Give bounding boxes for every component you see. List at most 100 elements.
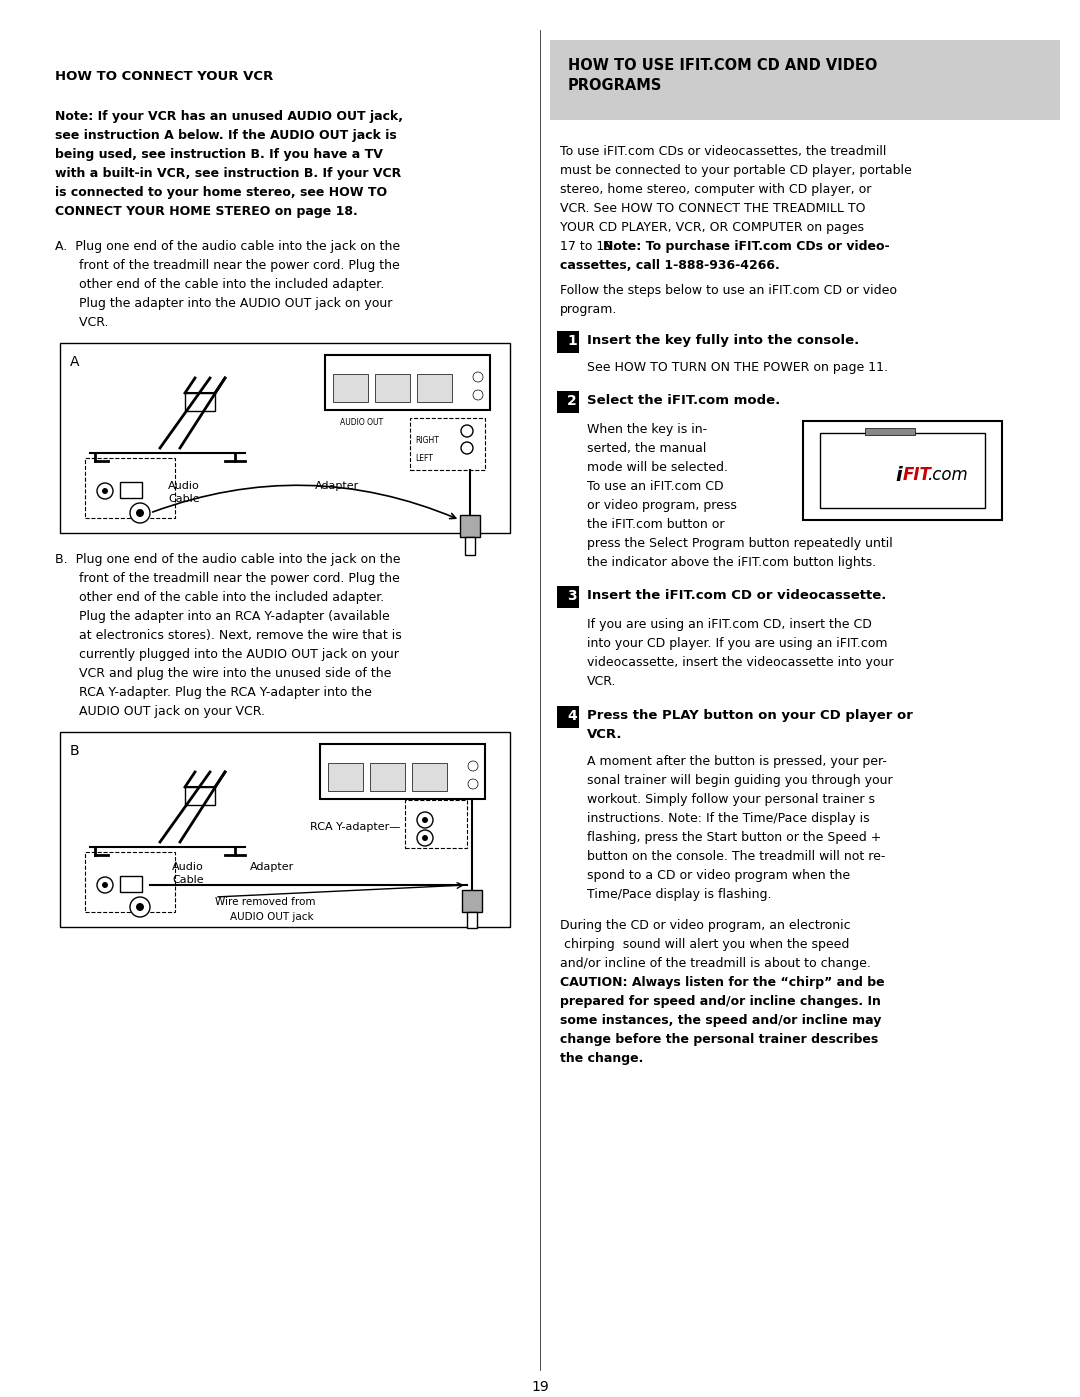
Bar (370, 763, 405, 791)
Text: VCR.: VCR. (588, 675, 617, 687)
Text: LEFT: LEFT (415, 454, 433, 462)
Text: FIT: FIT (903, 467, 931, 485)
Bar (375, 374, 410, 402)
Text: Audio: Audio (168, 481, 200, 490)
Text: Press the PLAY button on your CD player or: Press the PLAY button on your CD player … (588, 710, 913, 722)
Text: sonal trainer will begin guiding you through your: sonal trainer will begin guiding you thr… (588, 774, 893, 787)
Bar (185, 787, 215, 805)
Circle shape (102, 882, 108, 888)
Text: Time/Pace display is flashing.: Time/Pace display is flashing. (588, 888, 771, 901)
Text: videocassette, insert the videocassette into your: videocassette, insert the videocassette … (588, 657, 893, 669)
Text: Wire removed from: Wire removed from (215, 897, 315, 907)
Circle shape (461, 441, 473, 454)
Text: the change.: the change. (561, 1052, 644, 1065)
Text: into your CD player. If you are using an iFIT.com: into your CD player. If you are using an… (588, 637, 888, 650)
Bar (820, 433, 985, 509)
Text: AUDIO OUT jack: AUDIO OUT jack (230, 912, 313, 922)
Bar (865, 427, 915, 434)
Text: HOW TO USE IFIT.COM CD AND VIDEO: HOW TO USE IFIT.COM CD AND VIDEO (568, 59, 877, 73)
Bar (550, 41, 1059, 120)
Text: AUDIO OUT jack on your VCR.: AUDIO OUT jack on your VCR. (55, 705, 265, 718)
Circle shape (136, 902, 144, 911)
Text: chirping  sound will alert you when the speed: chirping sound will alert you when the s… (561, 937, 849, 951)
Text: During the CD or video program, an electronic: During the CD or video program, an elect… (561, 919, 851, 932)
FancyBboxPatch shape (85, 852, 175, 912)
Text: Audio: Audio (172, 862, 204, 872)
Text: some instances, the speed and/or incline may: some instances, the speed and/or incline… (561, 1014, 881, 1027)
Text: the iFIT.com button or: the iFIT.com button or (588, 518, 725, 531)
FancyBboxPatch shape (804, 420, 1002, 520)
Text: RCA Y-adapter. Plug the RCA Y-adapter into the: RCA Y-adapter. Plug the RCA Y-adapter in… (55, 686, 372, 698)
Text: Select the iFIT.com mode.: Select the iFIT.com mode. (588, 394, 780, 407)
Text: See HOW TO TURN ON THE POWER on page 11.: See HOW TO TURN ON THE POWER on page 11. (588, 360, 888, 374)
Circle shape (473, 390, 483, 400)
Text: 2: 2 (567, 394, 577, 408)
Text: 1: 1 (567, 334, 577, 348)
Bar (557, 391, 579, 414)
Text: instructions. Note: If the Time/Pace display is: instructions. Note: If the Time/Pace dis… (588, 812, 869, 826)
Circle shape (468, 761, 478, 771)
Bar (333, 374, 368, 402)
Bar (320, 745, 485, 799)
Bar (120, 876, 141, 893)
Circle shape (102, 488, 108, 495)
Text: prepared for speed and/or incline changes. In: prepared for speed and/or incline change… (561, 995, 881, 1009)
Text: Insert the key fully into the console.: Insert the key fully into the console. (588, 334, 860, 346)
Text: .com: .com (928, 467, 969, 485)
Bar (417, 374, 453, 402)
Bar (465, 536, 475, 555)
Text: at electronics stores). Next, remove the wire that is: at electronics stores). Next, remove the… (55, 629, 402, 643)
Text: 3: 3 (567, 590, 577, 604)
Text: Cable: Cable (168, 495, 200, 504)
Text: B.  Plug one end of the audio cable into the jack on the: B. Plug one end of the audio cable into … (55, 553, 401, 566)
Circle shape (136, 509, 144, 517)
Text: i: i (896, 467, 903, 485)
Text: VCR.: VCR. (55, 316, 108, 330)
Bar (557, 585, 579, 608)
Bar (557, 705, 579, 728)
Text: button on the console. The treadmill will not re-: button on the console. The treadmill wil… (588, 849, 886, 863)
Text: other end of the cable into the included adapter.: other end of the cable into the included… (55, 278, 384, 291)
Text: CAUTION: Always listen for the “chirp” and be: CAUTION: Always listen for the “chirp” a… (561, 977, 885, 989)
Text: When the key is in-: When the key is in- (588, 423, 707, 436)
Text: PROGRAMS: PROGRAMS (568, 78, 662, 94)
Text: RCA Y-adapter—: RCA Y-adapter— (310, 821, 401, 833)
Text: with a built-in VCR, see instruction B. If your VCR: with a built-in VCR, see instruction B. … (55, 168, 402, 180)
Text: VCR.: VCR. (588, 728, 622, 740)
Text: AUDIO OUT: AUDIO OUT (340, 418, 383, 427)
Circle shape (417, 830, 433, 847)
Text: Adapter: Adapter (249, 862, 294, 872)
Bar (328, 763, 363, 791)
Text: press the Select Program button repeatedly until: press the Select Program button repeated… (588, 536, 893, 550)
Text: front of the treadmill near the power cord. Plug the: front of the treadmill near the power co… (55, 258, 400, 272)
Text: 4: 4 (567, 710, 577, 724)
Text: stereo, home stereo, computer with CD player, or: stereo, home stereo, computer with CD pl… (561, 183, 872, 196)
Text: HOW TO CONNECT YOUR VCR: HOW TO CONNECT YOUR VCR (55, 70, 273, 82)
Bar (467, 912, 477, 928)
Text: mode will be selected.: mode will be selected. (588, 461, 728, 474)
Text: workout. Simply follow your personal trainer s: workout. Simply follow your personal tra… (588, 793, 875, 806)
Text: see instruction A below. If the AUDIO OUT jack is: see instruction A below. If the AUDIO OU… (55, 129, 396, 142)
Bar (325, 355, 490, 409)
Text: RIGHT: RIGHT (415, 436, 438, 446)
Text: A.  Plug one end of the audio cable into the jack on the: A. Plug one end of the audio cable into … (55, 240, 400, 253)
Text: flashing, press the Start button or the Speed +: flashing, press the Start button or the … (588, 831, 881, 844)
Text: other end of the cable into the included adapter.: other end of the cable into the included… (55, 591, 384, 604)
Bar (462, 890, 482, 912)
Text: currently plugged into the AUDIO OUT jack on your: currently plugged into the AUDIO OUT jac… (55, 648, 399, 661)
Circle shape (97, 877, 113, 893)
Text: A moment after the button is pressed, your per-: A moment after the button is pressed, yo… (588, 754, 887, 768)
Text: Cable: Cable (172, 875, 204, 886)
Text: Adapter: Adapter (315, 481, 360, 490)
Circle shape (97, 483, 113, 499)
Circle shape (461, 425, 473, 437)
Text: the indicator above the iFIT.com button lights.: the indicator above the iFIT.com button … (588, 556, 876, 569)
Bar (557, 331, 579, 353)
Text: being used, see instruction B. If you have a TV: being used, see instruction B. If you ha… (55, 148, 383, 161)
Circle shape (473, 372, 483, 381)
FancyBboxPatch shape (405, 800, 467, 848)
Text: A: A (70, 355, 80, 369)
Bar (120, 482, 141, 497)
Text: program.: program. (561, 303, 618, 316)
Circle shape (422, 835, 428, 841)
